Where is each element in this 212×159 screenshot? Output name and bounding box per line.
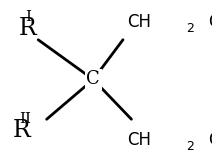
Text: II: II: [19, 111, 31, 125]
Text: 2: 2: [186, 22, 194, 35]
Text: C: C: [86, 70, 100, 89]
Text: CH: CH: [127, 13, 151, 31]
Text: R: R: [19, 17, 37, 40]
Text: OCH: OCH: [208, 13, 212, 31]
Text: CH: CH: [127, 131, 151, 149]
Text: I: I: [26, 10, 32, 24]
Text: R: R: [13, 119, 31, 142]
Text: OCH: OCH: [208, 131, 212, 149]
Text: 2: 2: [186, 140, 194, 153]
